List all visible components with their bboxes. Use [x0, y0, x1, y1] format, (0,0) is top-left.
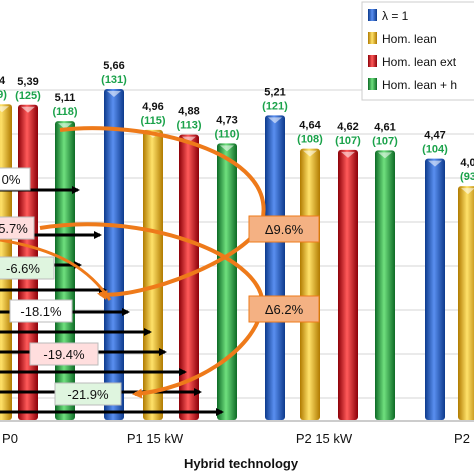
- x-tick-label: P0: [2, 431, 18, 446]
- x-tick-labels: P0 P1 15 kW P2 15 kW P2: [2, 431, 470, 446]
- bar-cap: [268, 117, 282, 124]
- data-label: 5,39: [17, 76, 38, 88]
- data-label: 4,61: [374, 121, 395, 133]
- data-sublabel: (93: [460, 171, 474, 183]
- bar-cap: [461, 188, 474, 195]
- bar-cap: [182, 136, 196, 143]
- bar-hom_lean_h-1: [217, 143, 237, 420]
- percent-box: [0, 167, 31, 191]
- delta-box-label: Δ9.6%: [265, 222, 304, 237]
- percent-box-label: 0%: [2, 172, 21, 187]
- percent-box-label: -6.6%: [6, 261, 40, 276]
- bar-hom_lean_ext-2: [338, 149, 358, 420]
- delta-box: [248, 295, 320, 323]
- delta-box: [248, 215, 320, 243]
- bar-cap: [341, 151, 355, 158]
- data-label: 4,73: [216, 114, 237, 126]
- legend-swatch: [368, 55, 377, 67]
- bar-hom_lean-1: [143, 129, 163, 420]
- percent-box: [29, 342, 99, 366]
- data-label: 4,62: [337, 121, 358, 133]
- bar-cap: [107, 91, 121, 97]
- bar-hom_lean_h-0: [55, 121, 75, 421]
- bar-cap: [378, 152, 392, 159]
- bar-cap: [21, 106, 35, 113]
- bar-lambda1-1: [104, 89, 124, 420]
- percent-box: [9, 299, 73, 323]
- data-label: 5,66: [103, 60, 124, 72]
- percent-box: [54, 382, 122, 406]
- x-tick-label: P2 15 kW: [296, 431, 353, 446]
- data-sublabel: (108): [297, 134, 323, 146]
- data-label: 4: [0, 75, 6, 87]
- x-tick-label: P1 15 kW: [127, 431, 184, 446]
- data-sublabel: (118): [52, 106, 77, 118]
- data-sublabel: (121): [262, 100, 288, 112]
- bar-hom_lean-2: [300, 148, 320, 420]
- x-tick-label: P2: [454, 431, 470, 446]
- percent-box-label: 5.7%: [0, 221, 28, 236]
- legend: λ = 1 Hom. lean Hom. lean ext Hom. lean + h: [361, 1, 474, 101]
- data-sublabel: (107): [335, 135, 361, 147]
- legend-swatch: [368, 78, 377, 90]
- data-sublabel: (113): [176, 120, 201, 132]
- data-sublabel: (125): [15, 90, 41, 102]
- legend-swatch: [368, 32, 377, 44]
- bar-cap: [0, 106, 9, 113]
- bar-lambda1-2: [265, 115, 285, 420]
- data-label: 4,88: [178, 106, 199, 118]
- value-labels-layer: 5,66 (131) 5,21 (121) 4,47 (104) 4 9) 4,96 (115) 4…: [0, 60, 474, 183]
- percent-box-label: -18.1%: [20, 304, 62, 319]
- data-sublabel: (107): [372, 135, 398, 147]
- percent-box-label: -21.9%: [67, 387, 109, 402]
- bar-hom_lean-3: [458, 186, 474, 420]
- percent-boxes: 0% 5.7% -6.6% -18.1% -19.4% -21.9%: [0, 167, 122, 406]
- delta-box-label: Δ6.2%: [265, 302, 304, 317]
- bar-cap: [58, 123, 72, 130]
- legend-box: [361, 1, 474, 101]
- bar-cap: [428, 160, 442, 167]
- legend-label: Hom. lean ext: [382, 55, 457, 69]
- data-sublabel: (110): [214, 128, 239, 140]
- data-sublabel: (104): [422, 144, 448, 156]
- legend-swatch: [368, 9, 377, 21]
- legend-label: Hom. lean: [382, 32, 437, 46]
- percent-box: [0, 216, 35, 240]
- bar-hom_lean_h-2: [375, 150, 395, 420]
- bar-lambda1-3: [425, 158, 445, 421]
- data-label: 4,0: [460, 157, 474, 169]
- percent-box: [0, 256, 55, 280]
- bar-hom_lean_ext-1: [179, 134, 199, 420]
- percent-box-label: -19.4%: [43, 347, 85, 362]
- data-label: 4,96: [142, 101, 163, 113]
- x-axis-title: Hybrid technology: [184, 456, 299, 471]
- data-sublabel: (131): [101, 74, 127, 86]
- bar-cap: [220, 145, 234, 152]
- data-sublabel: 9): [0, 89, 7, 101]
- delta-arrow-tail: [0, 238, 112, 301]
- legend-label: Hom. lean + h: [382, 78, 457, 92]
- bar-cap: [303, 150, 317, 157]
- data-label: 4,64: [299, 120, 321, 132]
- delta-boxes: Δ9.6% Δ6.2%: [248, 215, 320, 323]
- legend-label: λ = 1: [382, 9, 409, 23]
- data-label: 4,47: [424, 130, 445, 142]
- data-label: 5,11: [55, 92, 76, 104]
- data-label: 5,21: [264, 86, 285, 98]
- data-sublabel: (115): [140, 115, 165, 127]
